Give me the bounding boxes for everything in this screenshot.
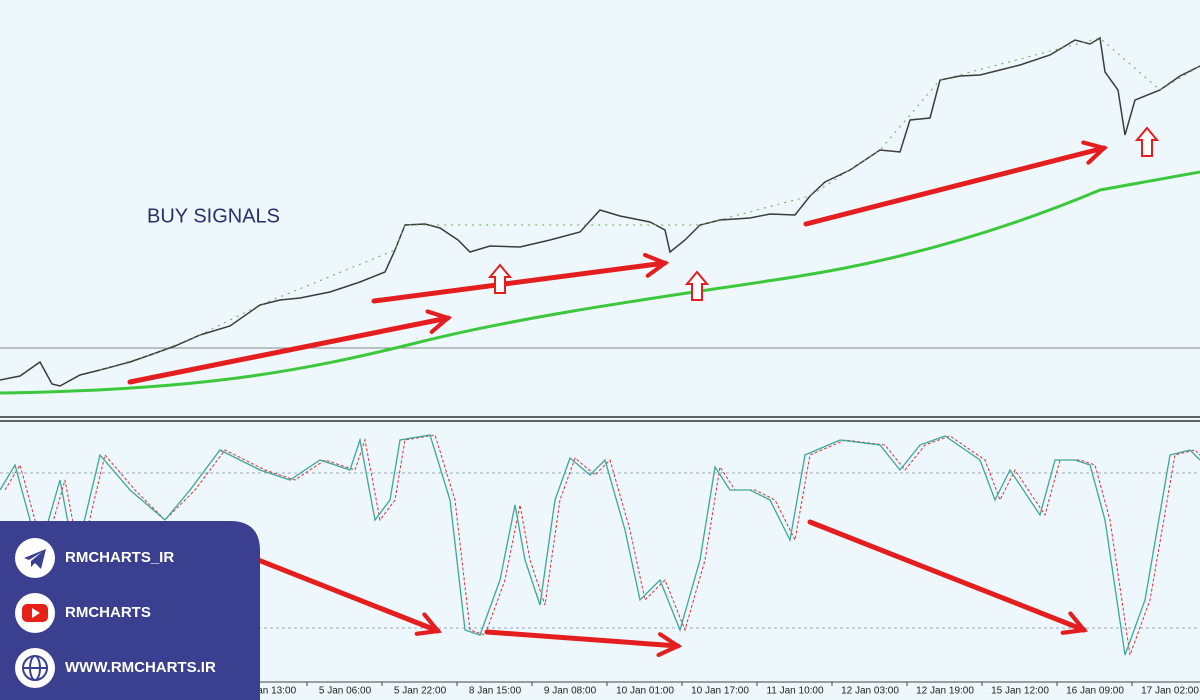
buy-signal-arrow — [487, 263, 513, 294]
stochastic-main — [0, 434, 1200, 656]
time-label: 10 Jan 01:00 — [616, 686, 674, 697]
time-label: 11 Jan 10:00 — [766, 686, 824, 697]
buy-signal-arrow — [1134, 126, 1160, 157]
social-label[interactable]: WWW.RMCHARTS.IR — [65, 659, 216, 676]
price-candles — [0, 36, 1200, 387]
youtube-play — [32, 608, 40, 618]
time-label: 4 Jan 13:00 — [244, 686, 297, 697]
time-label: 5 Jan 22:00 — [394, 686, 447, 697]
time-label: 17 Jan 02:00 — [1141, 686, 1199, 697]
time-label: 12 Jan 03:00 — [841, 686, 899, 697]
social-label[interactable]: RMCHARTS — [65, 604, 151, 621]
telegram-glyph — [24, 549, 46, 569]
time-label: 8 Jan 15:00 — [469, 686, 522, 697]
trend-arrow — [127, 318, 448, 385]
trend-arrow — [803, 148, 1104, 227]
time-label: 16 Jan 09:00 — [1066, 686, 1124, 697]
time-label: 5 Jan 06:00 — [319, 686, 372, 697]
trend-arrow — [807, 519, 1084, 630]
price-candles-bull — [99, 37, 1200, 371]
trend-arrow — [371, 263, 665, 304]
social-label[interactable]: RMCHARTS_IR — [65, 549, 174, 566]
stochastic-signal — [4, 434, 1200, 656]
time-label: 15 Jan 12:00 — [991, 686, 1049, 697]
moving-average — [0, 170, 1200, 395]
social-panel — [0, 521, 260, 700]
time-label: 12 Jan 19:00 — [916, 686, 974, 697]
trend-arrow — [484, 629, 678, 646]
globe-glyph — [22, 655, 48, 681]
time-label: 9 Jan 08:00 — [544, 686, 597, 697]
buy-signal-arrow — [684, 270, 710, 301]
time-label: 10 Jan 17:00 — [691, 686, 749, 697]
annotation: BUY SIGNALS — [147, 205, 280, 227]
